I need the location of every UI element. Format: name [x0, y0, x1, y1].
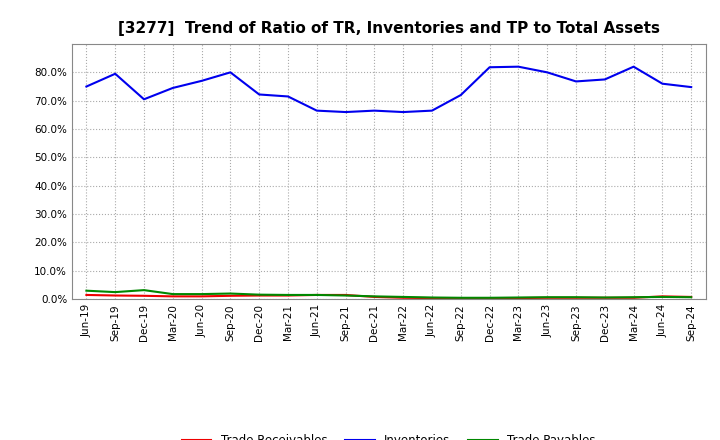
- Inventories: [255, 92, 264, 97]
- Trade Receivables: [284, 293, 292, 298]
- Line: Trade Receivables: Trade Receivables: [86, 295, 691, 298]
- Inventories: [140, 97, 148, 102]
- Trade Receivables: [514, 295, 523, 301]
- Trade Receivables: [312, 292, 321, 297]
- Inventories: [197, 78, 206, 84]
- Trade Receivables: [543, 295, 552, 301]
- Inventories: [284, 94, 292, 99]
- Trade Receivables: [428, 295, 436, 301]
- Inventories: [600, 77, 609, 82]
- Inventories: [399, 110, 408, 115]
- Trade Payables: [543, 294, 552, 300]
- Trade Payables: [255, 292, 264, 297]
- Inventories: [687, 84, 696, 90]
- Trade Payables: [197, 291, 206, 297]
- Inventories: [111, 71, 120, 77]
- Trade Payables: [226, 291, 235, 296]
- Trade Payables: [687, 294, 696, 300]
- Title: [3277]  Trend of Ratio of TR, Inventories and TP to Total Assets: [3277] Trend of Ratio of TR, Inventories…: [118, 21, 660, 36]
- Inventories: [168, 85, 177, 91]
- Trade Receivables: [341, 292, 350, 297]
- Trade Payables: [284, 292, 292, 297]
- Trade Receivables: [687, 294, 696, 300]
- Line: Trade Payables: Trade Payables: [86, 290, 691, 298]
- Trade Payables: [600, 295, 609, 300]
- Inventories: [485, 65, 494, 70]
- Trade Payables: [111, 290, 120, 295]
- Inventories: [428, 108, 436, 113]
- Inventories: [312, 108, 321, 113]
- Inventories: [514, 64, 523, 70]
- Inventories: [226, 70, 235, 75]
- Trade Receivables: [485, 295, 494, 301]
- Trade Receivables: [399, 295, 408, 301]
- Trade Receivables: [197, 294, 206, 299]
- Legend: Trade Receivables, Inventories, Trade Payables: Trade Receivables, Inventories, Trade Pa…: [177, 429, 600, 440]
- Trade Receivables: [255, 293, 264, 298]
- Inventories: [629, 64, 638, 70]
- Trade Receivables: [82, 292, 91, 297]
- Inventories: [658, 81, 667, 86]
- Inventories: [341, 110, 350, 115]
- Trade Receivables: [370, 294, 379, 300]
- Trade Payables: [629, 294, 638, 300]
- Trade Payables: [341, 293, 350, 298]
- Trade Receivables: [111, 293, 120, 298]
- Inventories: [370, 108, 379, 113]
- Inventories: [456, 92, 465, 98]
- Trade Receivables: [168, 294, 177, 299]
- Trade Payables: [312, 292, 321, 297]
- Trade Receivables: [226, 293, 235, 298]
- Trade Receivables: [140, 293, 148, 298]
- Trade Payables: [399, 294, 408, 300]
- Trade Receivables: [572, 295, 580, 301]
- Trade Receivables: [600, 295, 609, 301]
- Trade Receivables: [629, 295, 638, 301]
- Inventories: [543, 70, 552, 75]
- Trade Payables: [514, 295, 523, 300]
- Trade Payables: [370, 294, 379, 299]
- Inventories: [572, 79, 580, 84]
- Trade Payables: [168, 291, 177, 297]
- Trade Payables: [485, 295, 494, 301]
- Trade Payables: [82, 288, 91, 293]
- Trade Payables: [140, 287, 148, 293]
- Inventories: [82, 84, 91, 89]
- Trade Payables: [658, 294, 667, 300]
- Trade Receivables: [658, 294, 667, 299]
- Trade Payables: [428, 295, 436, 300]
- Trade Payables: [572, 294, 580, 300]
- Line: Inventories: Inventories: [86, 67, 691, 112]
- Trade Payables: [456, 295, 465, 301]
- Trade Receivables: [456, 295, 465, 301]
